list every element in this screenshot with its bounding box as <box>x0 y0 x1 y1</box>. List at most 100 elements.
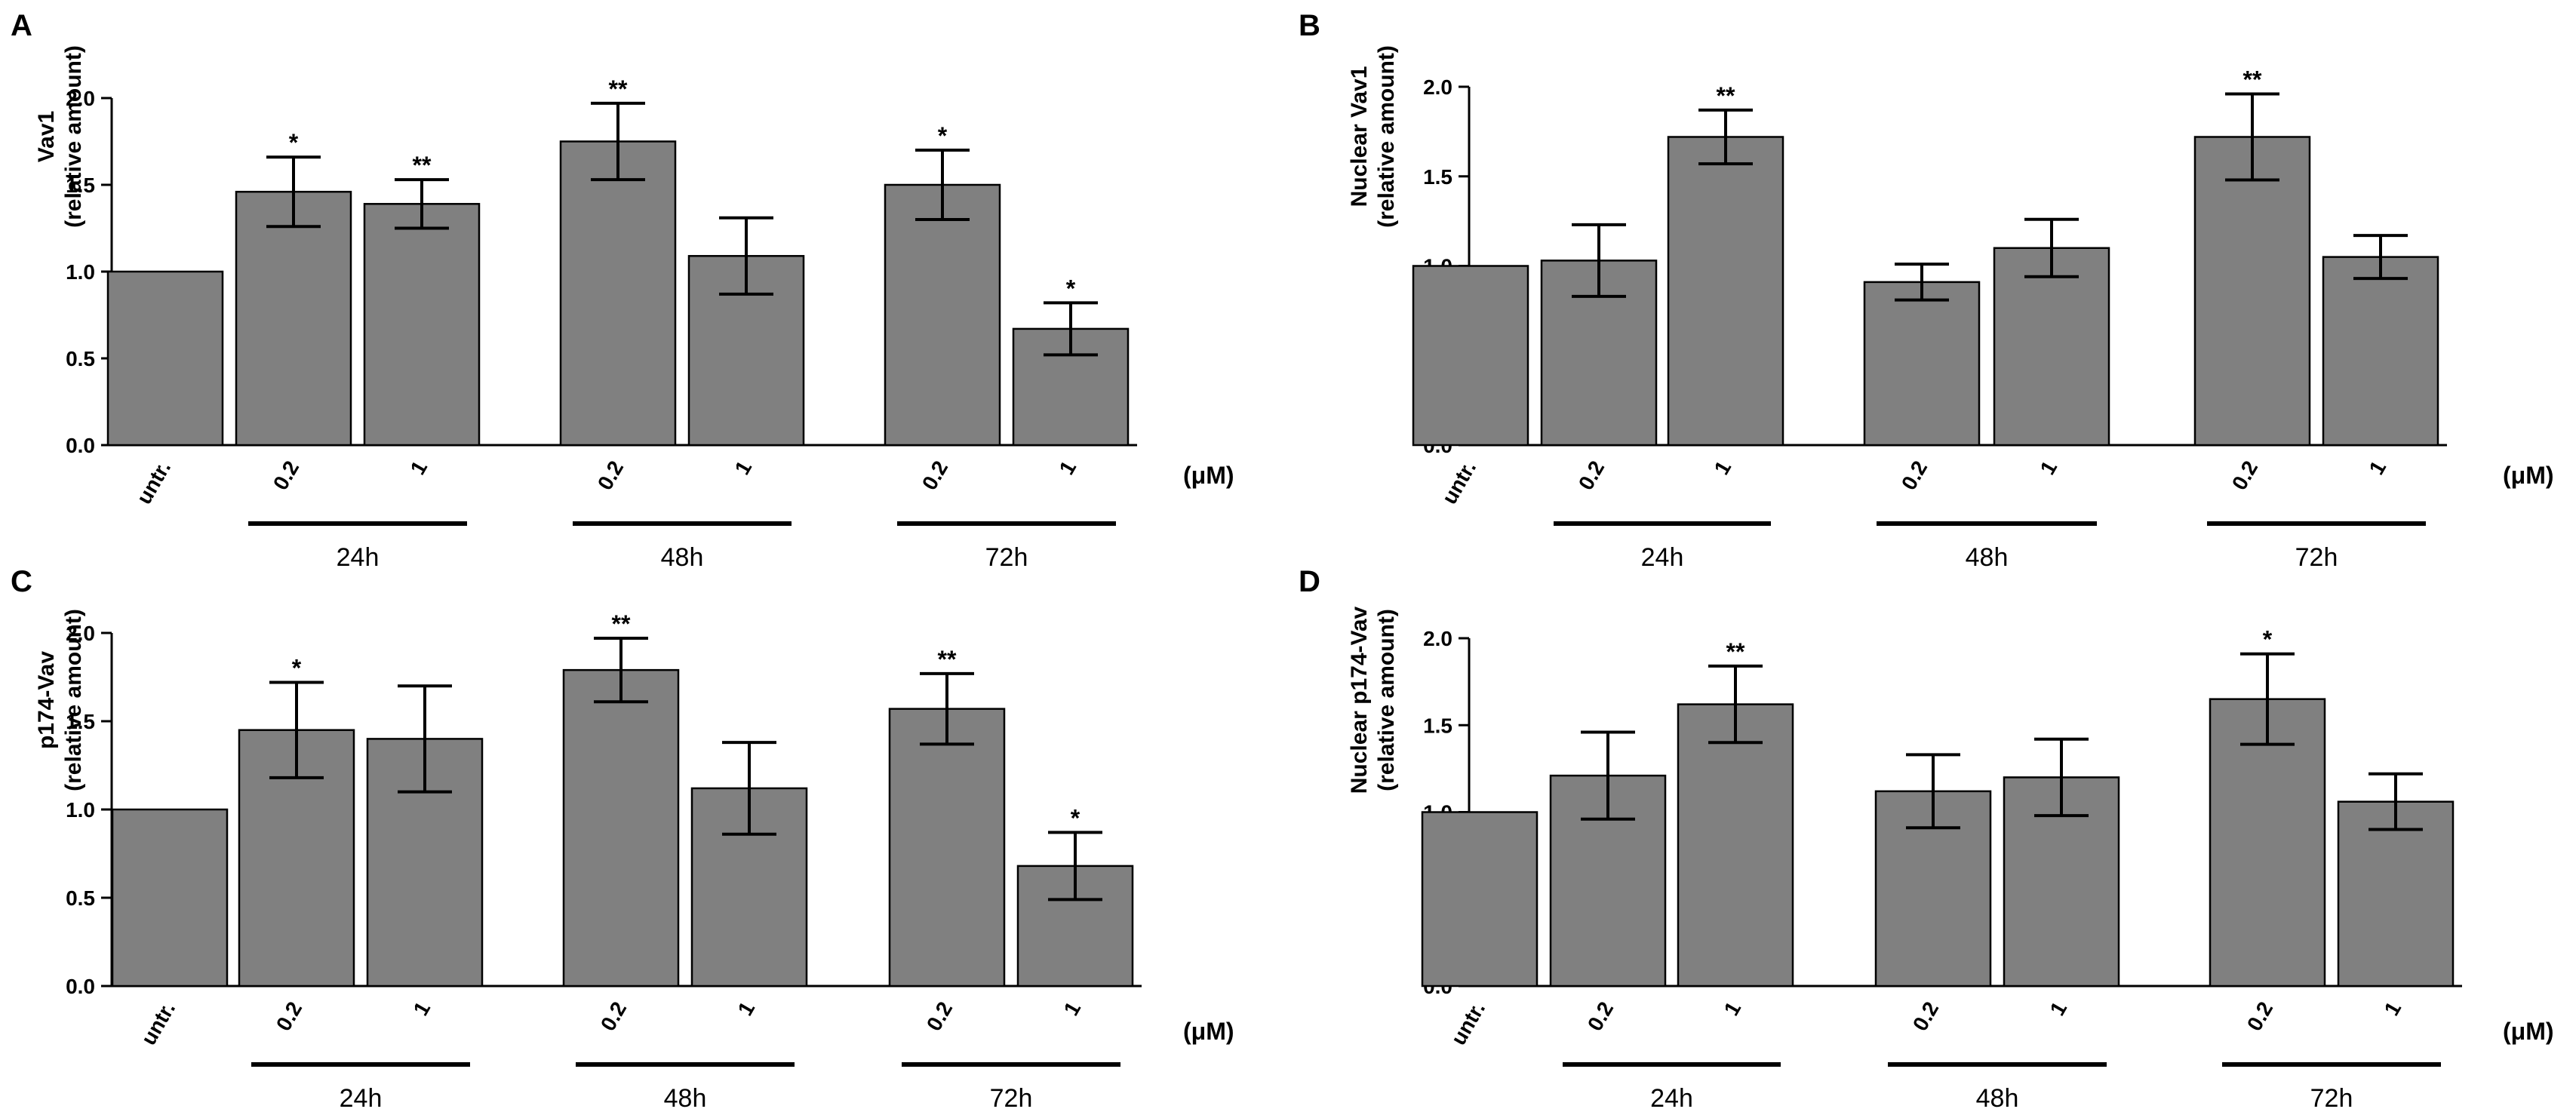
x-tick-label: 0.2 <box>1574 457 1609 494</box>
bar-chart: 0.0 0.5 1.0 1.5 2.0 untr. * 0.2 1 ** 0.2 1 ** 0.2 * 1 24… <box>66 610 1142 1112</box>
chart-panel-a: A Vav1 (relative amount) (μM) 0.0 0.5 1.0 1… <box>0 0 1288 572</box>
significance-label: * <box>938 122 948 149</box>
significance-label: * <box>292 655 302 682</box>
bar <box>884 183 1001 447</box>
unit-label: (μM) <box>2503 462 2554 489</box>
bar <box>235 190 352 447</box>
significance-label: ** <box>413 152 432 179</box>
panel-letter: C <box>11 565 32 598</box>
group-label: 48h <box>1976 1084 2019 1112</box>
chart-panel-c: C p174-Vav (relative amount) (μM) 0.0 0.5… <box>0 556 1288 1112</box>
y-tick-label: 1.0 <box>66 260 95 284</box>
y-tick-label: 1.5 <box>1423 165 1452 189</box>
y-tick-label: 0.5 <box>66 347 95 370</box>
x-tick-label: 1 <box>1710 457 1736 479</box>
bar <box>1421 811 1539 988</box>
bar-chart: 0.00.51.01.52.0untr.0.2**10.21*0.2124h48… <box>1421 626 2462 1112</box>
chart-panel-b: B Nuclear Vav1 (relative amount) (μM) 0.… <box>1288 0 2576 572</box>
x-tick-label: 0.2 <box>2227 457 2262 494</box>
x-tick-label: 0.2 <box>1897 457 1932 494</box>
x-tick-label: 0.2 <box>2242 998 2277 1035</box>
y-tick-label: 1.5 <box>66 174 95 197</box>
y-tick-label: 1.5 <box>1423 714 1452 737</box>
bar <box>1993 247 2110 447</box>
x-tick-label: 1 <box>1055 457 1081 479</box>
x-tick-label: 1 <box>406 457 432 479</box>
x-tick-label: untr. <box>1437 457 1480 508</box>
group-label: 48h <box>1966 543 2009 572</box>
x-tick-label: 0.2 <box>272 998 306 1035</box>
bar <box>2322 256 2439 447</box>
x-tick-label: 0.2 <box>593 457 628 494</box>
x-tick-label: untr. <box>1446 998 1489 1049</box>
bar <box>1412 265 1529 447</box>
significance-label: * <box>1066 275 1076 302</box>
group-label: 24h <box>337 543 380 572</box>
significance-label: * <box>289 129 299 156</box>
panel-letter: A <box>11 9 32 42</box>
bar <box>1677 703 1794 988</box>
x-tick-label: 0.2 <box>918 457 952 494</box>
bar <box>1863 281 1981 447</box>
chart-panel-d: D Nuclear p174-Vav (relative amount) (μM… <box>1288 556 2576 1112</box>
unit-label: (μM) <box>1183 462 1234 489</box>
significance-label: ** <box>612 610 631 637</box>
y-tick-label: 1.0 <box>66 798 95 822</box>
bar-chart: 0.00.51.01.52.0untr.0.2**10.21**0.2124h4… <box>1412 66 2447 572</box>
y-tick-label: 2.0 <box>66 622 95 645</box>
x-tick-label: 1 <box>2046 998 2072 1020</box>
y-tick-label: 0.0 <box>66 975 95 998</box>
bar-chart: 0.0 0.5 1.0 1.5 2.0 untr. * 0.2 ** 1 ** 0.2 1 * 0.2 * 1 2… <box>66 75 1137 572</box>
y-tick-label: 0.5 <box>66 886 95 910</box>
x-tick-label: 0.2 <box>1908 998 1943 1035</box>
bar <box>562 668 680 988</box>
x-tick-label: 1 <box>409 998 435 1020</box>
x-tick-label: 0.2 <box>269 457 303 494</box>
y-tick-label: 0.0 <box>66 434 95 457</box>
group-label: 72h <box>2310 1084 2353 1112</box>
significance-label: ** <box>609 75 628 103</box>
significance-label: ** <box>1717 82 1735 109</box>
x-tick-label: 1 <box>1059 998 1086 1020</box>
x-tick-label: 0.2 <box>922 998 957 1035</box>
group-label: 72h <box>985 543 1028 572</box>
bar <box>2193 136 2311 447</box>
bar <box>106 270 224 447</box>
unit-label: (μM) <box>2503 1018 2554 1045</box>
x-tick-label: 0.2 <box>596 998 631 1035</box>
x-tick-label: 1 <box>1720 998 1746 1020</box>
group-label: 48h <box>661 543 704 572</box>
significance-label: ** <box>938 646 957 673</box>
x-tick-label: 1 <box>2036 457 2062 479</box>
significance-label: * <box>2263 626 2273 653</box>
bar <box>888 708 1006 988</box>
x-tick-label: 1 <box>733 998 760 1020</box>
y-tick-label: 2.0 <box>1423 75 1452 99</box>
group-label: 72h <box>2295 543 2338 572</box>
panel-letter: B <box>1299 9 1320 42</box>
bar <box>1667 136 1784 447</box>
group-label: 72h <box>990 1084 1033 1112</box>
x-tick-label: 0.2 <box>1583 998 1618 1035</box>
bar <box>111 808 229 988</box>
x-tick-label: 1 <box>730 457 757 479</box>
group-label: 48h <box>664 1084 707 1112</box>
y-tick-label: 1.5 <box>66 710 95 733</box>
bar <box>363 203 481 447</box>
y-tick-label: 2.0 <box>66 87 95 110</box>
x-tick-label: 1 <box>2380 998 2406 1020</box>
significance-label: ** <box>2243 66 2262 94</box>
x-tick-label: untr. <box>137 998 180 1049</box>
x-tick-label: untr. <box>132 457 175 508</box>
group-label: 24h <box>340 1084 383 1112</box>
y-tick-label: 2.0 <box>1423 627 1452 650</box>
bar <box>559 140 677 447</box>
significance-label: ** <box>1726 638 1745 665</box>
group-label: 24h <box>1650 1084 1693 1112</box>
x-tick-label: 1 <box>2365 457 2391 479</box>
panel-letter: D <box>1299 565 1320 598</box>
significance-label: * <box>1071 804 1081 831</box>
group-label: 24h <box>1641 543 1684 572</box>
unit-label: (μM) <box>1183 1018 1234 1045</box>
bar <box>2209 698 2326 988</box>
